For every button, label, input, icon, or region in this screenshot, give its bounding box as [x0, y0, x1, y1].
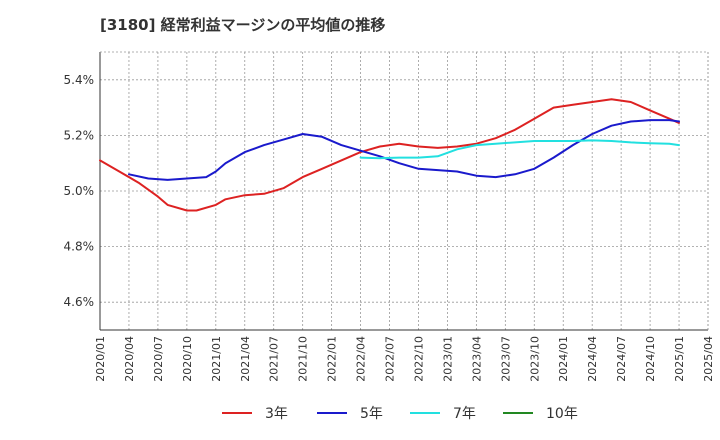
x-tick-label: 2024/10 — [644, 336, 657, 382]
y-tick-label: 5.2% — [64, 128, 95, 142]
x-tick-label: 2023/01 — [441, 336, 454, 382]
x-tick-label: 2021/01 — [210, 336, 223, 382]
chart-title: [3180] 経常利益マージンの平均値の推移 — [100, 16, 385, 34]
x-tick-label: 2023/07 — [499, 336, 512, 382]
x-tick-label: 2020/07 — [152, 336, 165, 382]
y-tick-label: 5.4% — [64, 73, 95, 87]
x-tick-label: 2022/10 — [412, 336, 425, 382]
x-tick-label: 2024/07 — [615, 336, 628, 382]
y-tick-label: 5.0% — [64, 184, 95, 198]
legend-label: 3年 — [265, 406, 288, 422]
x-tick-label: 2022/07 — [384, 336, 397, 382]
x-tick-label: 2023/10 — [528, 336, 541, 382]
x-tick-label: 2024/01 — [557, 336, 570, 382]
legend-label: 5年 — [360, 406, 383, 422]
legend-label: 10年 — [546, 406, 578, 422]
x-tick-label: 2021/04 — [239, 336, 252, 382]
series-line-5年 — [128, 119, 680, 181]
legend-label: 7年 — [453, 406, 476, 422]
x-tick-label: 2024/04 — [586, 336, 599, 382]
y-tick-label: 4.6% — [64, 295, 95, 309]
series-line-3年 — [99, 98, 680, 212]
x-tick-label: 2020/10 — [181, 336, 194, 382]
x-tick-label: 2021/10 — [297, 336, 310, 382]
legend: 3年 5年 7年 10年 — [222, 406, 578, 422]
x-tick-label: 2022/01 — [326, 336, 339, 382]
x-tick-label: 2022/04 — [355, 336, 368, 382]
x-tick-label: 2025/01 — [673, 336, 686, 382]
series-line-7年 — [359, 139, 680, 160]
x-tick-label: 2020/01 — [94, 336, 107, 382]
plot-area: 4.6% 4.8% 5.0% 5.2% 5.4% 2020/01 2020/04 2020/0… — [64, 51, 715, 382]
x-tick-label: 2021/07 — [268, 336, 281, 382]
x-tick-label: 2023/04 — [470, 336, 483, 382]
x-tick-label: 2025/04 — [702, 336, 715, 382]
x-tick-label: 2020/04 — [123, 336, 136, 382]
y-tick-label: 4.8% — [64, 240, 95, 254]
